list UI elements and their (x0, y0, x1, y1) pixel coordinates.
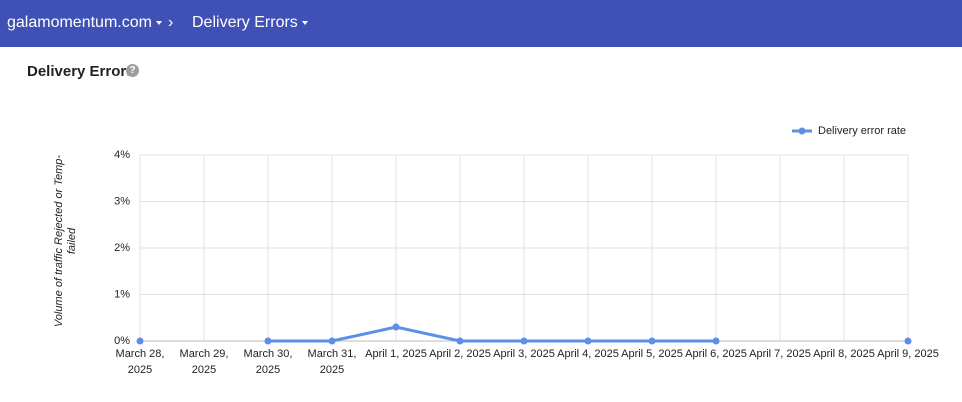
section-title: Delivery Errors (27, 63, 135, 80)
x-tick-label: April 8, 2025 (813, 348, 875, 360)
y-tick-label: 4% (114, 149, 130, 161)
x-tick-label: April 5, 2025 (621, 348, 683, 360)
data-point (456, 337, 464, 345)
y-tick-label: 0% (114, 335, 130, 347)
top-bar: galamomentum.com › Delivery Errors (0, 0, 962, 47)
x-tick-label: March 28, 2025 (115, 348, 165, 376)
x-tick-label: April 1, 2025 (365, 348, 427, 360)
domain-selector[interactable]: galamomentum.com (7, 14, 162, 32)
y-axis-label: Volume of traffic Rejected or Temp-faile… (53, 154, 78, 328)
help-icon[interactable]: ? (126, 64, 139, 77)
data-point (328, 337, 336, 345)
breadcrumb-chevron: › (168, 14, 174, 31)
data-point (904, 337, 912, 345)
x-tick-label: April 3, 2025 (493, 348, 555, 360)
legend-label: Delivery error rate (818, 125, 906, 137)
y-tick-label: 2% (114, 242, 130, 254)
x-tick-label: March 29, 2025 (179, 348, 229, 376)
x-tick-label: March 30, 2025 (243, 348, 293, 376)
data-point (712, 337, 720, 345)
page-selector[interactable]: Delivery Errors (192, 14, 308, 32)
x-tick-label: April 6, 2025 (685, 348, 747, 360)
x-tick-label: March 31, 2025 (307, 348, 357, 376)
x-tick-label: April 9, 2025 (877, 348, 939, 360)
y-tick-label: 3% (114, 195, 130, 207)
data-point (392, 323, 400, 331)
data-point (584, 337, 592, 345)
legend-marker (798, 127, 806, 135)
data-point (264, 337, 272, 345)
x-tick-label: April 7, 2025 (749, 348, 811, 360)
x-tick-label: April 4, 2025 (557, 348, 619, 360)
data-point (648, 337, 656, 345)
x-tick-label: April 2, 2025 (429, 348, 491, 360)
y-tick-label: 1% (114, 288, 130, 300)
data-point (136, 337, 144, 345)
data-point (520, 337, 528, 345)
